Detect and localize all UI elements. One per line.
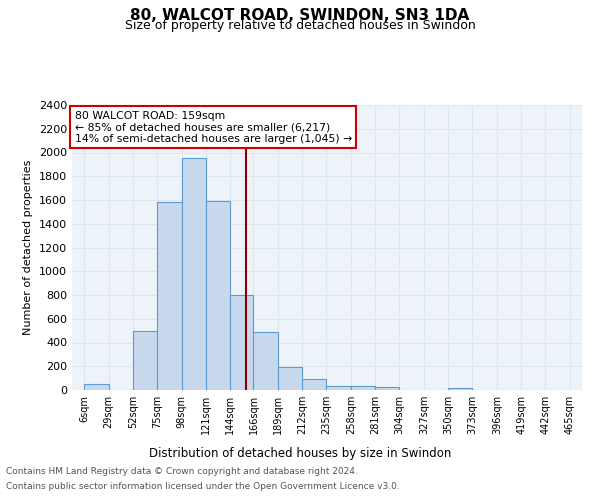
Bar [84, 384, 109, 390]
Text: Contains HM Land Registry data © Crown copyright and database right 2024.: Contains HM Land Registry data © Crown c… [6, 467, 358, 476]
Bar [157, 202, 182, 390]
Text: Size of property relative to detached houses in Swindon: Size of property relative to detached ho… [125, 19, 475, 32]
Bar [278, 367, 302, 390]
Bar [182, 158, 206, 390]
Bar [133, 330, 157, 390]
Y-axis label: Number of detached properties: Number of detached properties [23, 160, 34, 335]
Text: 80, WALCOT ROAD, SWINDON, SN3 1DA: 80, WALCOT ROAD, SWINDON, SN3 1DA [130, 8, 470, 22]
Bar [448, 388, 472, 390]
Bar [230, 295, 253, 390]
Text: Distribution of detached houses by size in Swindon: Distribution of detached houses by size … [149, 448, 451, 460]
Bar [351, 386, 375, 390]
Bar [206, 201, 230, 390]
Bar [326, 386, 351, 390]
Text: Contains public sector information licensed under the Open Government Licence v3: Contains public sector information licen… [6, 482, 400, 491]
Bar [375, 387, 400, 390]
Bar [253, 332, 278, 390]
Bar [302, 380, 326, 390]
Text: 80 WALCOT ROAD: 159sqm
← 85% of detached houses are smaller (6,217)
14% of semi-: 80 WALCOT ROAD: 159sqm ← 85% of detached… [74, 110, 352, 144]
